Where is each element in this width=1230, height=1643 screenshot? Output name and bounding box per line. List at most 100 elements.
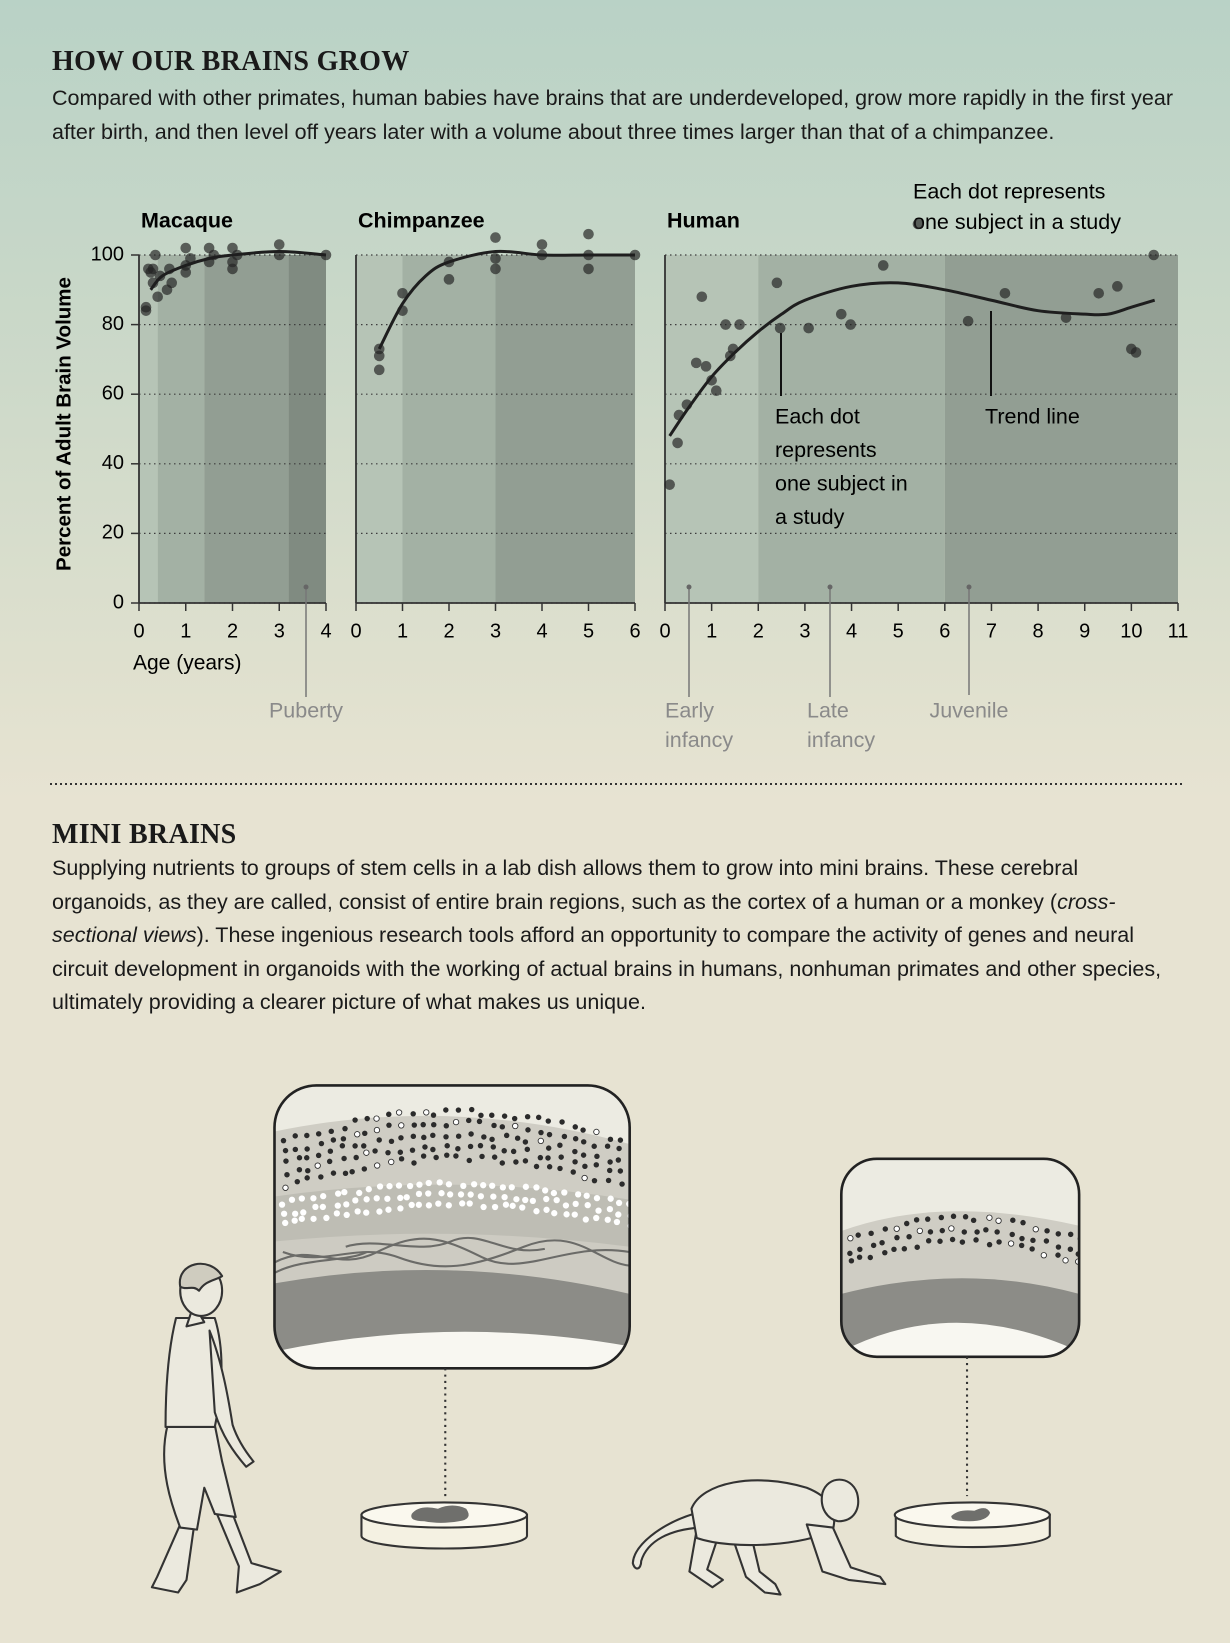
- x-tick-label: 11: [1168, 620, 1189, 642]
- section-text: Supplying nutrients to groups of stem ce…: [52, 852, 1182, 1020]
- dot: [835, 308, 847, 320]
- dot: [672, 437, 683, 449]
- cell-dot: [512, 1122, 519, 1130]
- text-italic: cross-sectional views: [52, 889, 1116, 948]
- cell-dot: [282, 1147, 289, 1154]
- panel-title: Macaque: [141, 209, 233, 233]
- cell-dot: [848, 1258, 855, 1264]
- cell-dot: [572, 1200, 579, 1208]
- trend-line: [377, 249, 635, 350]
- y-tick-label: 40: [102, 452, 124, 474]
- cell-dot: [385, 1149, 391, 1156]
- cell-dot: [480, 1182, 487, 1189]
- cell-dot: [457, 1191, 465, 1198]
- title: HOW OUR BRAINS GROW: [52, 46, 410, 77]
- x-tick-label: 0: [133, 620, 144, 642]
- cell-dot: [513, 1196, 520, 1203]
- cell-dot: [443, 1134, 449, 1140]
- cell-dot: [376, 1137, 382, 1143]
- cell-dot: [913, 1217, 920, 1223]
- dot: [1093, 287, 1105, 299]
- x-tick-label: 0: [659, 620, 670, 642]
- cell-dot: [591, 1177, 598, 1184]
- cell-dot: [356, 1189, 363, 1197]
- cell-dot: [374, 1162, 381, 1169]
- cell-dot: [304, 1155, 310, 1161]
- cell-dot: [545, 1155, 551, 1161]
- cell-dot: [550, 1189, 558, 1197]
- cell-dot: [446, 1191, 454, 1198]
- cell-dot: [341, 1155, 347, 1162]
- cell-dot: [1020, 1219, 1026, 1226]
- stage-band: [944, 255, 1178, 603]
- cell-dot: [436, 1179, 443, 1186]
- cell-dot: [481, 1134, 487, 1140]
- stage-band: [204, 255, 289, 603]
- x-tick-label: 3: [274, 620, 285, 642]
- cell-dot: [342, 1170, 349, 1177]
- cell-dot: [455, 1107, 462, 1113]
- cell-dot: [501, 1148, 507, 1154]
- cell-dot: [572, 1159, 578, 1165]
- cell-dot: [490, 1193, 497, 1200]
- cell-dot: [604, 1216, 611, 1223]
- dish: [893, 1501, 1051, 1549]
- cell-dot: [574, 1191, 582, 1198]
- cell-dot: [1067, 1231, 1074, 1238]
- cell-dot: [562, 1202, 570, 1209]
- dot: [536, 239, 548, 250]
- cell-dot: [510, 1148, 517, 1155]
- cell-dot: [425, 1179, 432, 1187]
- cell-dot: [522, 1139, 529, 1145]
- cell-dot: [386, 1111, 392, 1118]
- cell-dot: [543, 1206, 550, 1213]
- annotation-text: a study: [775, 505, 845, 529]
- cell-dot: [305, 1167, 311, 1174]
- cell-dot: [582, 1216, 589, 1223]
- dot: [152, 291, 163, 303]
- stage-band: [402, 255, 496, 603]
- cell-dot: [593, 1128, 600, 1136]
- cell-dot: [553, 1196, 560, 1204]
- cell-dot: [282, 1184, 289, 1191]
- cell-dot: [533, 1163, 540, 1170]
- cell-dot: [435, 1200, 442, 1207]
- cell-dot: [298, 1195, 305, 1202]
- cell-dot: [363, 1196, 370, 1203]
- cell-dot: [296, 1155, 303, 1161]
- key-dot: [912, 218, 924, 230]
- cell-dot: [973, 1237, 979, 1243]
- cell-dot: [938, 1214, 945, 1221]
- dot: [700, 361, 712, 372]
- cell-dot: [339, 1143, 346, 1149]
- stage-band: [758, 255, 945, 603]
- stage-leader-dot: [827, 584, 833, 590]
- cell-dot: [466, 1117, 472, 1124]
- cell-dot: [410, 1133, 417, 1140]
- cell-dot: [304, 1175, 310, 1181]
- cell-dot: [489, 1182, 496, 1189]
- dish: [360, 1501, 529, 1550]
- x-tick-label: 1: [397, 620, 408, 642]
- cell-dot: [373, 1115, 380, 1122]
- cell-dot: [445, 1202, 452, 1209]
- cell-dot: [974, 1229, 980, 1235]
- cell-dot: [477, 1142, 484, 1149]
- human-organoid: [274, 1085, 630, 1369]
- y-tick-label: 20: [102, 522, 124, 544]
- cell-dot: [459, 1200, 466, 1207]
- cell-dot: [430, 1112, 437, 1118]
- dot: [1148, 249, 1160, 261]
- stage-label: Puberty: [269, 699, 343, 723]
- cell-dot: [349, 1169, 355, 1175]
- cell-dot: [543, 1195, 550, 1203]
- dot: [227, 263, 238, 275]
- illustration: [150, 1084, 1081, 1596]
- cell-dot: [524, 1113, 531, 1120]
- cell-dot: [1044, 1228, 1050, 1234]
- cell-dot: [563, 1211, 570, 1218]
- cell-dot: [354, 1208, 361, 1215]
- dot: [774, 322, 786, 334]
- cell-dot: [607, 1195, 614, 1202]
- cell-dot: [318, 1140, 325, 1147]
